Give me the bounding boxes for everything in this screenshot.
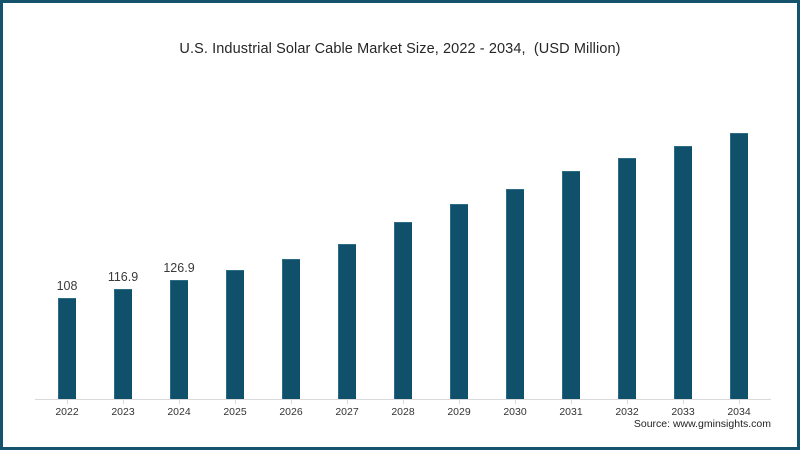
- chart-inner-frame: U.S. Industrial Solar Cable Market Size,…: [3, 3, 797, 447]
- x-axis-label: 2028: [391, 406, 415, 418]
- bar[interactable]: [394, 222, 412, 400]
- x-axis-label: 2031: [559, 406, 583, 418]
- bar[interactable]: [506, 189, 524, 400]
- x-axis-tick: [156, 400, 202, 405]
- x-axis-labels: 2022 2023 2024 2025 2026 2027 2028 2029 2030 2031…: [35, 406, 771, 418]
- bar-slot: [660, 87, 706, 400]
- bar[interactable]: [226, 270, 244, 400]
- bar[interactable]: [170, 280, 188, 400]
- bar-slot: [716, 87, 762, 400]
- tick-mark: [738, 400, 740, 404]
- bar-slot: [436, 87, 482, 400]
- tick-mark: [234, 400, 236, 404]
- bar-slot: [380, 87, 426, 400]
- x-axis-line: [35, 399, 771, 400]
- x-axis-label: 2023: [111, 406, 135, 418]
- x-axis-tick: [324, 400, 370, 405]
- bar[interactable]: [114, 289, 132, 400]
- bar-slot: [548, 87, 594, 400]
- tick-mark: [626, 400, 628, 404]
- tick-mark: [290, 400, 292, 404]
- bar-slot: [604, 87, 650, 400]
- tick-mark: [682, 400, 684, 404]
- tick-mark: [402, 400, 404, 404]
- bar[interactable]: [562, 171, 580, 400]
- bar-value-label: 116.9: [107, 270, 139, 284]
- x-axis-tick: [268, 400, 314, 405]
- x-axis-tick: [212, 400, 258, 405]
- bar[interactable]: [58, 298, 76, 400]
- x-axis-label: 2029: [447, 406, 471, 418]
- bar-slot: [268, 87, 314, 400]
- bar-slot: [324, 87, 370, 400]
- bar[interactable]: [338, 244, 356, 400]
- x-axis-ticks: [35, 400, 771, 405]
- bar-slot: 126.9: [156, 87, 202, 400]
- bar-value-label: 126.9: [163, 261, 195, 275]
- x-axis-tick: [100, 400, 146, 405]
- x-axis-tick: [604, 400, 650, 405]
- bar[interactable]: [674, 146, 692, 400]
- x-axis-label: 2025: [223, 406, 247, 418]
- tick-mark: [570, 400, 572, 404]
- tick-mark: [178, 400, 180, 404]
- x-axis-tick: [716, 400, 762, 405]
- x-axis-tick: [548, 400, 594, 405]
- tick-mark: [66, 400, 68, 404]
- bar-series: 108 116.9 126.9: [35, 87, 771, 400]
- x-axis-label: 2032: [615, 406, 639, 418]
- chart-title: U.S. Industrial Solar Cable Market Size,…: [179, 41, 621, 57]
- tick-mark: [458, 400, 460, 404]
- x-axis-label: 2034: [727, 406, 751, 418]
- bar[interactable]: [730, 133, 748, 400]
- bar-slot: [212, 87, 258, 400]
- tick-mark: [122, 400, 124, 404]
- bar[interactable]: [282, 259, 300, 400]
- bar[interactable]: [450, 204, 468, 400]
- x-axis-tick: [380, 400, 426, 405]
- x-axis-label: 2027: [335, 406, 359, 418]
- bar-value-label: 108: [56, 279, 78, 293]
- bar-slot: [492, 87, 538, 400]
- x-axis-tick: [660, 400, 706, 405]
- x-axis-tick: [436, 400, 482, 405]
- bar-slot: 116.9: [100, 87, 146, 400]
- plot-area: 108 116.9 126.9: [35, 87, 771, 400]
- tick-mark: [514, 400, 516, 404]
- source-note: Source: www.gminsights.com: [633, 418, 771, 430]
- x-axis-tick: [44, 400, 90, 405]
- x-axis-label: 2024: [167, 406, 191, 418]
- x-axis-label: 2026: [279, 406, 303, 418]
- x-axis-tick: [492, 400, 538, 405]
- x-axis-label: 2022: [55, 406, 79, 418]
- tick-mark: [346, 400, 348, 404]
- bar[interactable]: [618, 158, 636, 400]
- x-axis-label: 2033: [671, 406, 695, 418]
- bar-slot: 108: [44, 87, 90, 400]
- x-axis-label: 2030: [503, 406, 527, 418]
